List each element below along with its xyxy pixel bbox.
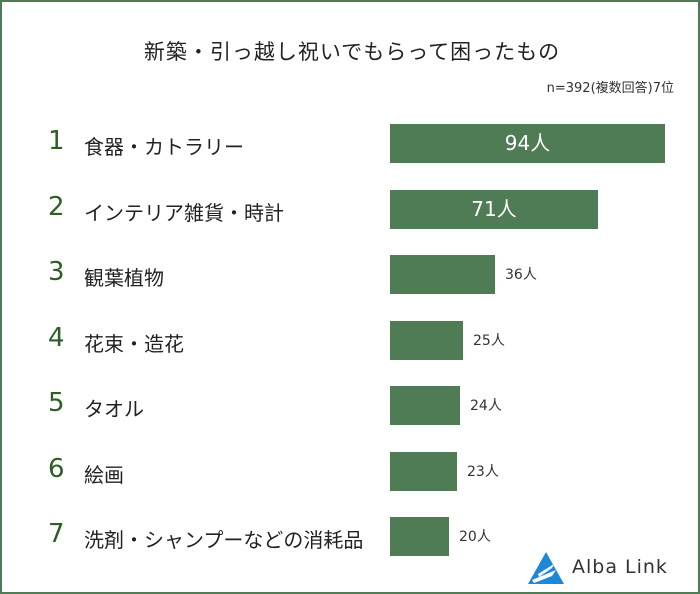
rank-number: 2	[48, 191, 65, 222]
rank-number: 4	[48, 322, 65, 353]
bar	[390, 320, 463, 360]
chart-subtitle: n=392(複数回答)7位	[546, 81, 674, 96]
category-label: 食器・カトラリー	[84, 135, 244, 159]
rank-number: 3	[48, 257, 65, 287]
category-label: インテリア雑貨・時計	[84, 200, 284, 225]
category-label: 洗剤・シャンプーなどの消耗品	[84, 528, 364, 552]
bar	[390, 124, 665, 163]
category-label: 花束・造花	[84, 331, 184, 356]
bar	[390, 517, 449, 556]
bar	[390, 451, 457, 491]
rank-number: 1	[48, 126, 65, 156]
bar	[390, 255, 495, 294]
value-label: 94人	[504, 131, 551, 155]
rank-number: 5	[48, 388, 65, 418]
rank-number: 7	[48, 519, 65, 549]
bar-row: 5 タオル 24人	[2, 386, 700, 426]
bar	[390, 189, 598, 229]
alba-link-logo-icon	[528, 552, 564, 584]
category-label: 絵画	[84, 462, 124, 487]
value-label: 24人	[470, 398, 502, 414]
value-label: 20人	[459, 529, 491, 545]
value-label: 36人	[505, 267, 537, 283]
bar-row: 2 インテリア雑貨・時計 71人	[2, 189, 700, 230]
alba-link-logo: Alba Link	[526, 550, 691, 586]
bar-row: 3 観葉植物 36人	[2, 255, 700, 295]
logo-text: Alba Link	[572, 556, 668, 578]
category-label: タオル	[84, 397, 144, 421]
rank-number: 6	[48, 453, 65, 484]
chart-title: 新築・引っ越し祝いでもらって困ったもの	[143, 40, 561, 64]
bar-row: 7 洗剤・シャンプーなどの消耗品 20人	[2, 517, 700, 557]
bar-row: 6 絵画 23人	[2, 451, 700, 492]
bar	[390, 386, 460, 425]
bar-row: 1 食器・カトラリー 94人	[2, 124, 700, 164]
category-label: 観葉植物	[84, 266, 164, 290]
bar-row: 4 花束・造花 25人	[2, 320, 700, 361]
value-label: 23人	[467, 463, 499, 480]
value-label: 25人	[473, 332, 505, 349]
value-label: 71人	[471, 196, 517, 221]
